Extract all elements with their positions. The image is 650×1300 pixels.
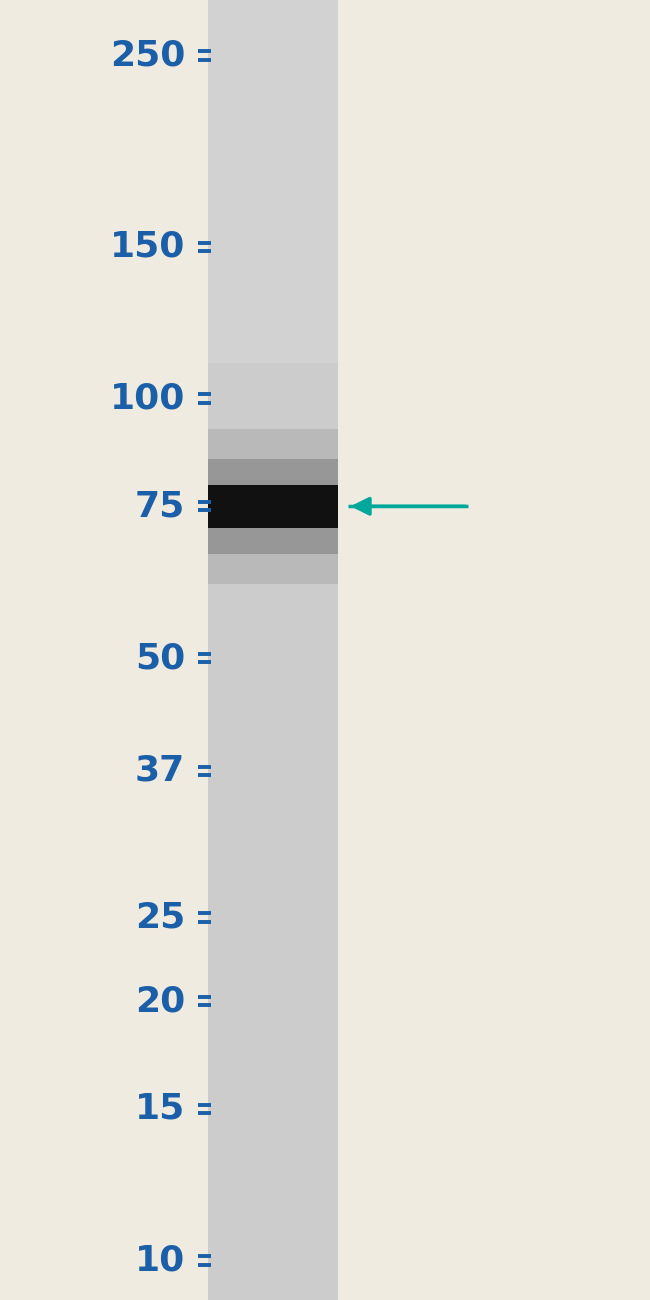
Text: 10: 10	[135, 1244, 185, 1278]
Text: 250: 250	[110, 39, 185, 73]
Text: 20: 20	[135, 984, 185, 1018]
Text: 100: 100	[110, 382, 185, 416]
Text: 15: 15	[135, 1092, 185, 1126]
Bar	[208, 429, 338, 584]
Bar	[208, 485, 338, 528]
Text: 37: 37	[135, 754, 185, 788]
Bar	[208, 0, 338, 363]
Text: 25: 25	[135, 901, 185, 935]
Text: 75: 75	[135, 489, 185, 524]
Text: 150: 150	[110, 230, 185, 264]
Bar	[208, 459, 338, 554]
Bar	[208, 0, 338, 1300]
Text: 50: 50	[135, 641, 185, 675]
